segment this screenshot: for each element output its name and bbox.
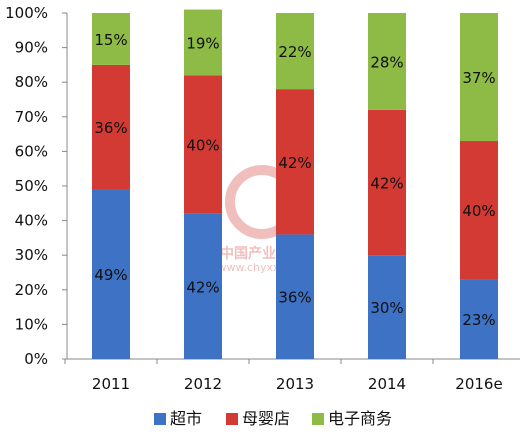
bar-segment: [368, 255, 406, 359]
legend-swatch: [312, 413, 324, 425]
bar-value-label: 23%: [462, 311, 495, 329]
bar-value-label: 40%: [462, 202, 495, 220]
chart-value-labels: 49% 36% 15% 42% 40% 19% 36% 42% 22% 30% 42% 28% 23% 4…: [94, 31, 495, 329]
bar-value-label: 49%: [94, 266, 127, 284]
bar-segment: [460, 279, 498, 359]
legend-swatch: [226, 413, 238, 425]
bar-segment: [184, 213, 222, 359]
bar-value-label: 36%: [94, 119, 127, 137]
bar-segment: [276, 13, 314, 90]
bar-segment: [184, 9, 222, 76]
chart-axes: 0% 10% 20% 30% 40% 50% 60% 70% 80% 90% 100% 2011 201…: [5, 4, 520, 393]
bar-segment: [460, 141, 498, 280]
x-tick-label: 2013: [276, 375, 314, 393]
bar-segment: [460, 13, 498, 142]
bar-value-label: 19%: [186, 34, 219, 52]
bar-value-label: 22%: [278, 43, 311, 61]
y-tick-label: 30%: [15, 246, 48, 264]
bar-value-label: 37%: [462, 69, 495, 87]
bar-value-label: 30%: [370, 299, 403, 317]
x-tick-label: 2016e: [455, 375, 502, 393]
legend-swatch: [154, 413, 166, 425]
x-tick-label: 2011: [92, 375, 130, 393]
bar-value-label: 15%: [94, 31, 127, 49]
chart-bars: [92, 9, 498, 359]
legend-label: 电子商务: [328, 409, 392, 428]
bar-segment: [184, 75, 222, 214]
bar-value-label: 28%: [370, 53, 403, 71]
y-tick-label: 10%: [15, 315, 48, 333]
x-tick-label: 2012: [184, 375, 222, 393]
bar-value-label: 42%: [186, 278, 219, 296]
bar-value-label: 36%: [278, 289, 311, 307]
y-tick-label: 90%: [15, 39, 48, 57]
chart-legend: 超市 母婴店 电子商务: [154, 409, 392, 428]
y-tick-label: 60%: [15, 142, 48, 160]
bar-value-label: 40%: [186, 136, 219, 154]
legend-label: 超市: [170, 409, 202, 428]
bar-segment: [276, 234, 314, 359]
y-tick-label: 20%: [15, 281, 48, 299]
bar-value-label: 42%: [278, 154, 311, 172]
bar-segment: [92, 64, 130, 190]
bar-value-label: 42%: [370, 175, 403, 193]
bar-segment: [92, 13, 130, 65]
y-tick-label: 70%: [15, 108, 48, 126]
y-tick-label: 100%: [5, 4, 48, 22]
y-tick-label: 50%: [15, 177, 48, 195]
bar-segment: [276, 89, 314, 235]
x-tick-label: 2014: [368, 375, 406, 393]
y-tick-label: 80%: [15, 73, 48, 91]
bar-segment: [368, 109, 406, 256]
legend-label: 母婴店: [242, 409, 290, 428]
y-tick-label: 0%: [24, 350, 48, 368]
bar-segment: [92, 189, 130, 359]
y-tick-label: 40%: [15, 212, 48, 230]
bar-segment: [368, 13, 406, 110]
